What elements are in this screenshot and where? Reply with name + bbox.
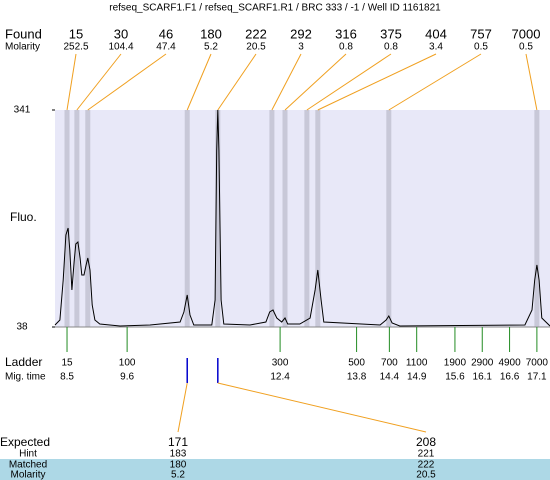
peak-band xyxy=(282,110,288,327)
peak-band xyxy=(64,110,70,327)
ladder-size: 1100 xyxy=(406,358,428,369)
mig-time-label: Mig. time xyxy=(5,372,46,383)
found-size: 757 xyxy=(470,26,492,41)
y-axis-label: Fluo. xyxy=(10,210,37,224)
ladder-label: Ladder xyxy=(5,355,42,369)
peak-band xyxy=(315,110,321,327)
found-connector xyxy=(306,53,392,111)
found-molarity: 0.5 xyxy=(474,42,488,53)
expected-expected: 171 xyxy=(168,435,188,449)
ladder-size: 1900 xyxy=(444,358,467,369)
found-molarity: 3 xyxy=(298,42,304,53)
ladder-time: 14.9 xyxy=(407,372,427,383)
expected-row-label: Expected xyxy=(0,435,50,449)
peak-band xyxy=(85,110,91,327)
peak-band xyxy=(534,110,540,327)
ladder-size: 2900 xyxy=(471,358,494,369)
matched-band-left xyxy=(0,459,55,480)
ladder-time: 16.1 xyxy=(473,372,493,383)
found-connector xyxy=(87,53,167,111)
found-molarity: 0.5 xyxy=(519,42,533,53)
found-size: 15 xyxy=(69,26,83,41)
expected-molarity: 5.2 xyxy=(171,470,185,480)
ladder-time: 9.6 xyxy=(120,372,134,383)
expected-hint: 183 xyxy=(170,449,187,460)
ladder-time: 12.4 xyxy=(270,372,290,383)
peak-band xyxy=(304,110,310,327)
ladder-size: 7000 xyxy=(526,358,549,369)
ladder-time: 8.5 xyxy=(60,372,74,383)
peak-band xyxy=(74,110,80,327)
found-molarity: 3.4 xyxy=(429,42,443,53)
found-molarity: 104.4 xyxy=(108,42,133,53)
peak-band xyxy=(184,110,190,327)
ladder-time: 14.4 xyxy=(380,372,400,383)
found-molarity: 252.5 xyxy=(63,42,88,53)
found-molarity: 0.8 xyxy=(339,42,353,53)
expected-connector xyxy=(177,382,188,433)
found-size: 316 xyxy=(335,26,357,41)
found-size: 292 xyxy=(290,26,312,41)
ladder-size: 15 xyxy=(61,358,73,369)
found-connector xyxy=(186,53,212,111)
found-size: 46 xyxy=(159,26,173,41)
found-size: 180 xyxy=(200,26,222,41)
expected-row-label: Molarity xyxy=(10,470,45,480)
found-molarity: 5.2 xyxy=(204,42,218,53)
molarity-label: Molarity xyxy=(5,42,40,53)
ladder-size: 100 xyxy=(119,358,136,369)
found-connector xyxy=(317,53,437,111)
found-label: Found xyxy=(5,26,42,41)
found-molarity: 0.8 xyxy=(384,42,398,53)
ladder-time: 17.1 xyxy=(527,372,547,383)
found-size: 222 xyxy=(245,26,267,41)
found-size: 375 xyxy=(380,26,402,41)
expected-expected: 208 xyxy=(416,435,436,449)
expected-row-label: Hint xyxy=(19,449,37,460)
found-size: 404 xyxy=(425,26,447,41)
expected-molarity: 20.5 xyxy=(416,470,436,480)
peak-band xyxy=(215,110,221,327)
ladder-size: 300 xyxy=(272,358,289,369)
trace xyxy=(54,109,550,327)
ladder-size: 500 xyxy=(348,358,365,369)
ladder-size: 4900 xyxy=(498,358,521,369)
found-connector xyxy=(525,53,538,111)
ladder-time: 16.6 xyxy=(500,372,520,383)
peak-band xyxy=(269,110,275,327)
ladder-time: 15.6 xyxy=(445,372,465,383)
expected-matched: 222 xyxy=(418,460,435,471)
peak-band xyxy=(386,110,392,327)
expected-row-label: Matched xyxy=(9,460,47,471)
plot-area xyxy=(55,110,550,327)
chart-title: refseq_SCARF1.F1 / refseq_SCARF1.R1 / BR… xyxy=(109,3,441,14)
y-tick-label: 341 xyxy=(14,105,31,116)
found-molarity: 47.4 xyxy=(156,42,176,53)
found-connector xyxy=(217,53,257,111)
y-tick-label: 38 xyxy=(16,322,28,333)
ladder-time: 13.8 xyxy=(347,372,367,383)
found-connector xyxy=(388,53,482,111)
found-size: 30 xyxy=(114,26,128,41)
found-connector xyxy=(66,53,77,111)
expected-hint: 221 xyxy=(418,449,435,460)
found-connector xyxy=(271,53,302,111)
found-molarity: 20.5 xyxy=(246,42,266,53)
ladder-size: 700 xyxy=(381,358,398,369)
found-connector xyxy=(76,53,122,111)
found-connector xyxy=(284,53,347,111)
found-size: 7000 xyxy=(512,26,541,41)
matched-band xyxy=(55,459,550,480)
expected-connector xyxy=(217,382,427,433)
expected-matched: 180 xyxy=(170,460,187,471)
